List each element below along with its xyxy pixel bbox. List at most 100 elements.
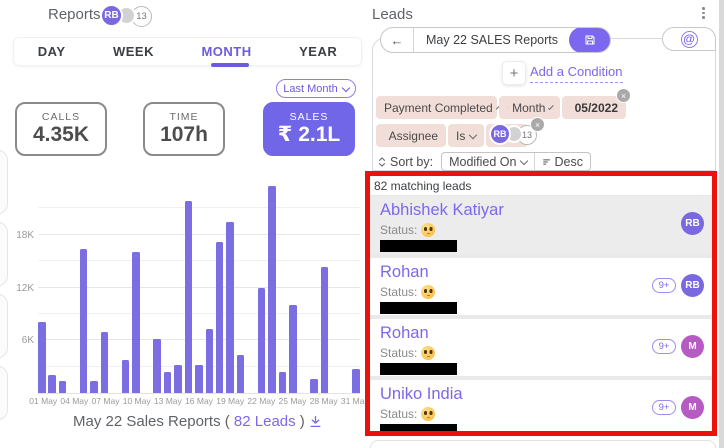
- gridline-12k: [38, 286, 360, 288]
- remove-condition-icon[interactable]: ×: [530, 117, 545, 132]
- period-selector-dropdown[interactable]: Last Month: [276, 79, 356, 98]
- condition-label: Is: [456, 128, 466, 143]
- status-label: Status:: [380, 346, 418, 360]
- lead-name[interactable]: Rohan: [380, 324, 429, 342]
- bar-01-may[interactable]: [38, 321, 46, 393]
- edge-widget: [0, 366, 8, 420]
- avatar[interactable]: RB: [489, 123, 511, 145]
- add-condition-plus-button[interactable]: +: [502, 61, 526, 85]
- clock-icon: [507, 107, 509, 108]
- bar-23-may[interactable]: [268, 185, 276, 393]
- scrollbar[interactable]: [719, 0, 724, 448]
- condition-chip-field[interactable]: Payment Completed: [376, 96, 501, 119]
- mention-button[interactable]: @: [662, 27, 716, 51]
- redacted-text: [380, 363, 457, 375]
- avatar-count-badge[interactable]: 13: [131, 6, 152, 27]
- bar-25-may[interactable]: [289, 305, 297, 393]
- avatar[interactable]: M: [681, 335, 704, 358]
- overflow-count-badge[interactable]: 9+: [652, 400, 676, 415]
- chevron-down-icon: [469, 130, 478, 139]
- stat-value: ₹ 2.1L: [277, 122, 341, 146]
- at-icon: @: [680, 30, 698, 48]
- lead-name[interactable]: Rohan: [380, 263, 429, 281]
- add-condition-link[interactable]: Add a Condition: [530, 64, 623, 83]
- bar-15-may[interactable]: [184, 201, 193, 393]
- bar-17-may[interactable]: [205, 328, 213, 393]
- bar-13-may[interactable]: [163, 371, 172, 393]
- chevron-down-icon: [520, 156, 529, 165]
- remove-condition-icon[interactable]: ×: [616, 88, 631, 103]
- leads-count-link[interactable]: 82 Leads: [233, 413, 296, 430]
- calendar-icon: [570, 107, 571, 108]
- avatar[interactable]: RB: [681, 274, 704, 297]
- lead-name[interactable]: Uniko India: [380, 385, 463, 403]
- back-arrow-icon: ←: [390, 32, 404, 48]
- sort-field-dropdown[interactable]: Modified On: [442, 153, 534, 170]
- bar-20-may[interactable]: [236, 355, 245, 393]
- bar-31-may[interactable]: [352, 369, 360, 393]
- more-menu-icon[interactable]: [702, 7, 705, 19]
- tab-year[interactable]: YEAR: [299, 44, 338, 59]
- bar-06-may[interactable]: [90, 380, 98, 393]
- lead-name[interactable]: Abhishek Katiyar: [380, 201, 504, 219]
- gridline-15k: [38, 260, 360, 262]
- status-label: Status:: [380, 407, 418, 421]
- bar-02-may[interactable]: [48, 374, 56, 393]
- tab-month[interactable]: MONTH: [201, 44, 252, 59]
- tab-week[interactable]: WEEK: [112, 44, 154, 59]
- download-icon[interactable]: [309, 415, 322, 428]
- avatar[interactable]: RB: [681, 212, 704, 235]
- overflow-count-badge[interactable]: 9+: [652, 339, 676, 354]
- avatar[interactable]: RB: [100, 4, 123, 27]
- condition-chip-operator[interactable]: Is: [448, 124, 484, 147]
- tab-day[interactable]: DAY: [37, 44, 66, 59]
- gridline-9k: [38, 312, 360, 314]
- lead-row[interactable]: Uniko India Status: 9+ M: [370, 380, 712, 436]
- bar-28-may[interactable]: [320, 267, 329, 393]
- condition-label: 05/2022: [574, 100, 618, 115]
- bar-18-may[interactable]: [215, 241, 224, 393]
- stat-card-calls[interactable]: CALLS 4.35K: [15, 102, 107, 156]
- bar-22-may[interactable]: [257, 288, 266, 393]
- bar-27-may[interactable]: [310, 378, 318, 393]
- caption-prefix: May 22 Sales Reports (: [73, 413, 234, 430]
- avatar[interactable]: M: [681, 396, 704, 419]
- bar-19-may[interactable]: [226, 221, 234, 393]
- x-tick-label: 28 May: [309, 396, 338, 406]
- caption-suffix: ): [295, 413, 305, 430]
- save-report-button[interactable]: [569, 28, 611, 52]
- gridline-21k: [38, 207, 360, 209]
- condition-chip-granularity[interactable]: Month: [499, 96, 560, 119]
- bar-10-may[interactable]: [132, 252, 140, 393]
- bar-05-may[interactable]: [79, 248, 88, 393]
- bar-09-may[interactable]: [121, 359, 130, 393]
- x-tick-label: 04 May: [60, 396, 89, 406]
- condition-chip-assignee[interactable]: Assignee: [376, 124, 446, 147]
- gridline-18k: [38, 233, 360, 235]
- active-tab-underline: [211, 63, 249, 67]
- bar-07-may[interactable]: [100, 332, 109, 393]
- period-tabbar: DAY WEEK MONTH YEAR: [13, 37, 362, 66]
- leads-panel-title: Leads: [372, 6, 413, 23]
- bar-03-may[interactable]: [58, 380, 67, 393]
- x-tick-label: 25 May: [278, 396, 307, 406]
- sort-direction-button[interactable]: Desc: [534, 153, 589, 170]
- condition-label: Payment Completed: [384, 100, 493, 115]
- overflow-count-badge[interactable]: 9+: [652, 278, 676, 293]
- lead-row[interactable]: Abhishek Katiyar Status: RB: [370, 196, 712, 254]
- bar-24-may[interactable]: [278, 371, 287, 393]
- bar-12-may[interactable]: [153, 339, 161, 393]
- pleading-face-emoji: [421, 346, 436, 360]
- sort-updown-icon: [378, 156, 386, 167]
- back-button[interactable]: ←: [381, 28, 414, 52]
- bar-14-may[interactable]: [174, 364, 182, 393]
- stat-card-time[interactable]: TIME 107h: [143, 102, 225, 156]
- lead-row[interactable]: Rohan Status: 9+ M: [370, 319, 712, 376]
- lead-row[interactable]: Rohan Status: 9+ RB: [370, 258, 712, 315]
- x-tick-label: 10 May: [122, 396, 151, 406]
- close-x-glyph: ×: [620, 90, 627, 101]
- stat-card-sales[interactable]: SALES ₹ 2.1L: [263, 102, 355, 156]
- stat-label: TIME: [169, 110, 199, 123]
- condition-chip-date[interactable]: 05/2022: [562, 96, 626, 119]
- bar-16-may[interactable]: [195, 364, 203, 393]
